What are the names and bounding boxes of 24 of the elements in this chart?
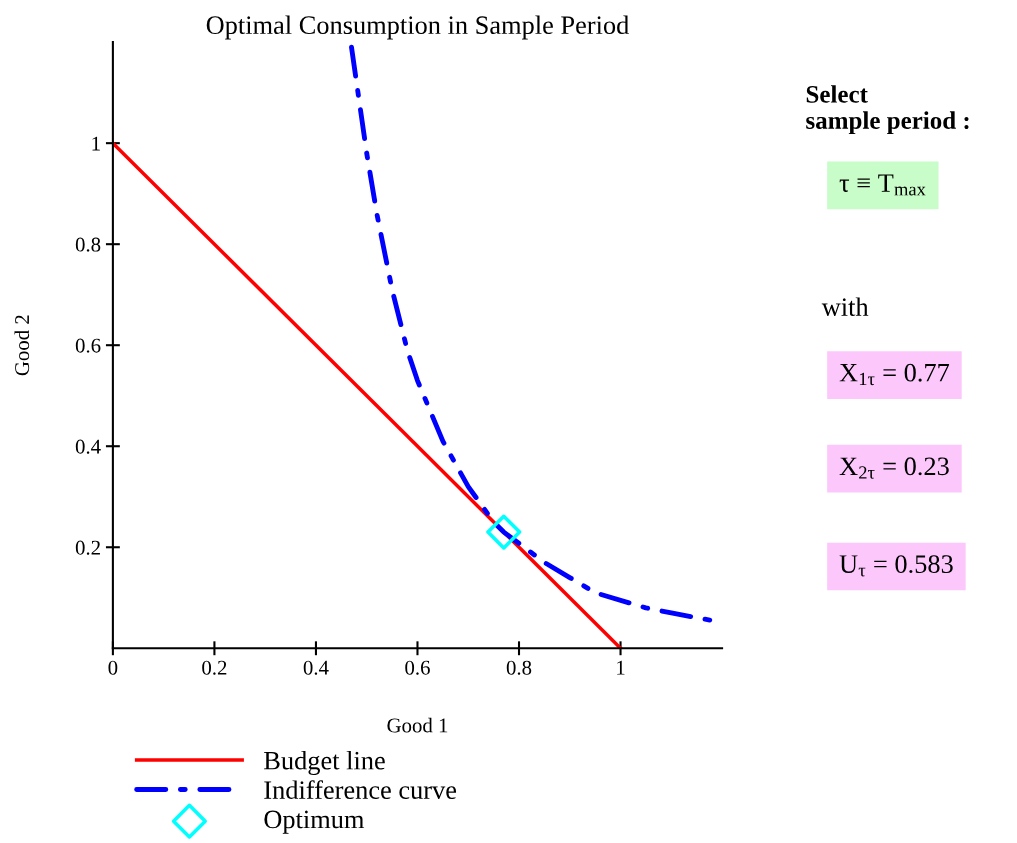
text: X$_{1τ}$ = 0.77 bbox=[839, 363, 950, 386]
y-tick-label: 0.2 bbox=[75, 540, 100, 555]
y-tick-label: 0.6 bbox=[75, 338, 101, 353]
y-tick-label: 1 bbox=[92, 136, 100, 151]
x-tick-label: 1 bbox=[617, 660, 625, 675]
text: Select sample period : bbox=[806, 85, 969, 134]
legend-label: Indifference curve bbox=[264, 780, 457, 799]
x-tick-label: 0.2 bbox=[202, 660, 227, 675]
x-tick-label: 0.8 bbox=[506, 660, 532, 675]
text: U$_{τ}$ = 0.583 bbox=[839, 555, 953, 577]
y-axis-title: Good 2 bbox=[14, 315, 30, 376]
x-tick-label: 0 bbox=[108, 660, 118, 675]
x-axis-title: Good 1 bbox=[387, 717, 448, 733]
x-tick-label: 0.6 bbox=[405, 660, 430, 675]
text: X$_{2τ}$ = 0.23 bbox=[839, 457, 949, 479]
legend-label: Budget line bbox=[264, 750, 385, 775]
text: τ ≡ T$_{max}$ bbox=[839, 174, 926, 196]
x-tick-label: 0.4 bbox=[303, 660, 329, 675]
line-series bbox=[349, 44, 715, 623]
y-tick-label: 0.4 bbox=[75, 439, 101, 454]
legend-label: Optimum bbox=[264, 810, 365, 834]
y-tick-label: 0.8 bbox=[75, 237, 101, 252]
chart-title: Optimal Consumption in Sample Period bbox=[206, 15, 629, 40]
text: with bbox=[821, 297, 869, 316]
